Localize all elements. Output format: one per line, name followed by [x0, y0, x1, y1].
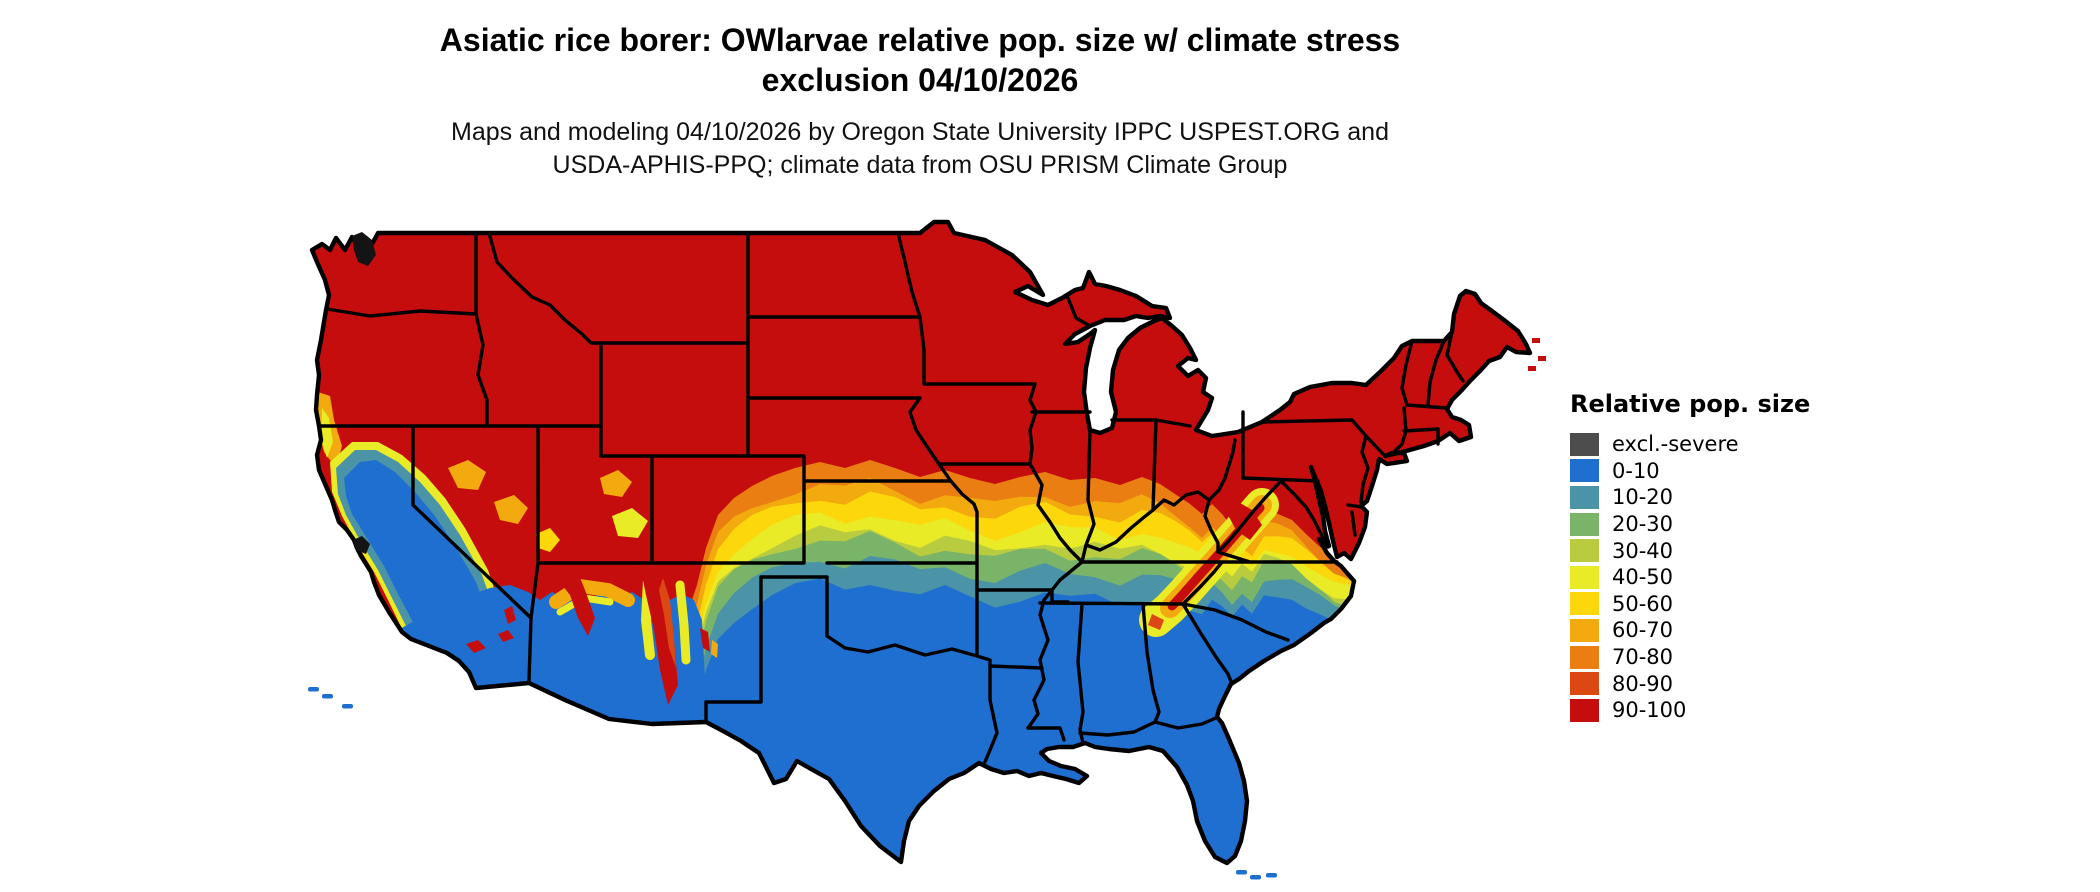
- figure-title-line2: exclusion 04/10/2026: [761, 62, 1079, 98]
- legend-label: excl.-severe: [1612, 432, 1739, 457]
- legend-swatch: [1570, 485, 1599, 509]
- figure-subtitle: Maps and modeling 04/10/2026 by Oregon S…: [270, 116, 1570, 182]
- legend-label: 90-100: [1612, 698, 1687, 723]
- legend-label: 0-10: [1612, 458, 1660, 483]
- legend-swatch: [1570, 565, 1599, 589]
- legend-label: 80-90: [1612, 671, 1674, 696]
- legend-items: excl.-severe 0-10 10-20 20-30 30-40 40-50 50-6…: [1570, 431, 1810, 724]
- legend-swatch: [1570, 618, 1599, 642]
- legend-swatch: [1570, 592, 1599, 616]
- legend-swatch: [1570, 432, 1599, 456]
- map-legend: Relative pop. size excl.-severe 0-10 10-20…: [1570, 390, 1810, 724]
- legend-label: 50-60: [1612, 591, 1674, 616]
- legend-item: 10-20: [1570, 484, 1810, 511]
- legend-label: 10-20: [1612, 485, 1674, 510]
- legend-label: 30-40: [1612, 538, 1674, 563]
- legend-swatch: [1570, 645, 1599, 669]
- legend-item: 30-40: [1570, 537, 1810, 564]
- legend-label: 70-80: [1612, 645, 1674, 670]
- legend-swatch: [1570, 539, 1599, 563]
- legend-item: 70-80: [1570, 644, 1810, 671]
- figure-title: Asiatic rice borer: OWlarvae relative po…: [270, 20, 1570, 100]
- figure-subtitle-line1: Maps and modeling 04/10/2026 by Oregon S…: [451, 118, 1389, 146]
- figure-title-line1: Asiatic rice borer: OWlarvae relative po…: [439, 22, 1401, 58]
- legend-label: 20-30: [1612, 512, 1674, 537]
- figure-subtitle-line2: USDA-APHIS-PPQ; climate data from OSU PR…: [552, 151, 1288, 179]
- legend-label: 60-70: [1612, 618, 1674, 643]
- legend-item: 60-70: [1570, 617, 1810, 644]
- legend-swatch: [1570, 698, 1599, 722]
- legend-swatch: [1570, 512, 1599, 536]
- legend-item: 40-50: [1570, 564, 1810, 591]
- legend-swatch: [1570, 672, 1599, 696]
- legend-title: Relative pop. size: [1570, 390, 1811, 418]
- legend-label: 40-50: [1612, 565, 1674, 590]
- legend-item: excl.-severe: [1570, 431, 1810, 458]
- legend-item: 0-10: [1570, 458, 1810, 485]
- legend-item: 20-30: [1570, 511, 1810, 538]
- legend-item: 80-90: [1570, 670, 1810, 697]
- legend-swatch: [1570, 459, 1599, 483]
- legend-item: 90-100: [1570, 697, 1810, 724]
- legend-item: 50-60: [1570, 591, 1810, 618]
